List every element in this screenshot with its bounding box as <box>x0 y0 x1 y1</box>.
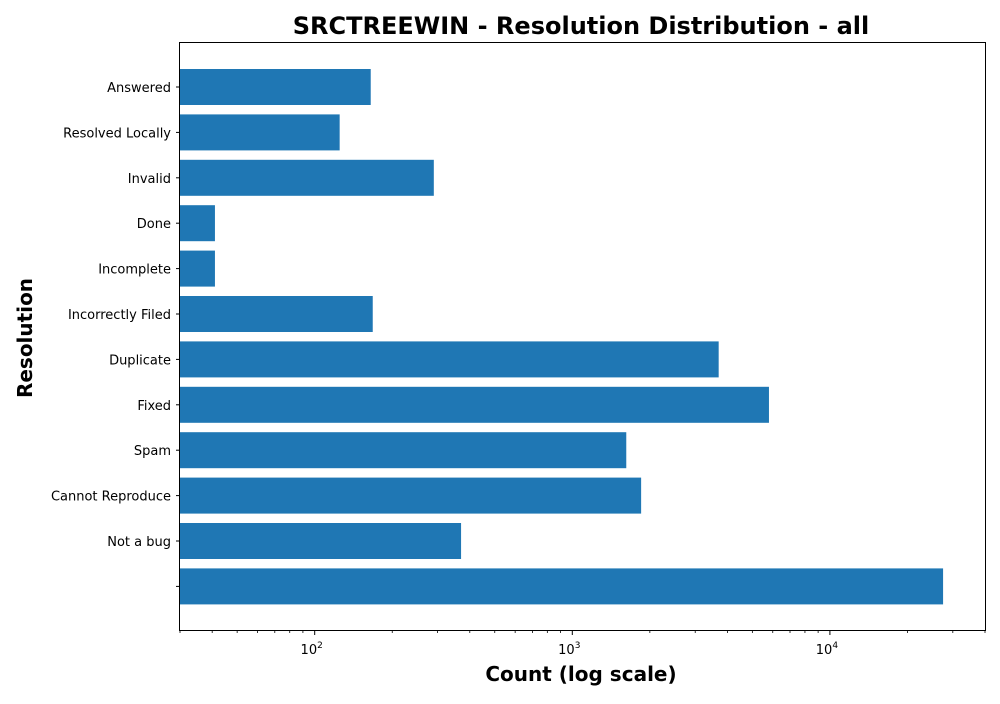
x-axis-label: Count (log scale) <box>485 662 676 686</box>
bar-fixed <box>180 386 769 423</box>
y-tick-label: Not a bug <box>107 535 171 550</box>
bar-done <box>180 205 215 242</box>
bar-unlabeled <box>180 568 944 605</box>
y-tick-label: Fixed <box>137 399 171 414</box>
y-axis-label: Resolution <box>13 278 37 398</box>
x-tick-label: 104 <box>816 641 839 658</box>
plot-frame <box>179 42 986 631</box>
bar-invalid <box>180 159 434 196</box>
bar-incorrectly-filed <box>180 296 373 332</box>
bar-duplicate <box>180 341 719 378</box>
bar-answered <box>180 69 371 105</box>
y-tick-label: Spam <box>134 444 171 459</box>
y-tick-label: Duplicate <box>109 353 171 368</box>
bars-layer <box>180 69 944 605</box>
bar-cannot-reproduce <box>180 477 642 514</box>
y-tick-label: Done <box>137 217 171 232</box>
y-tick-label: Incorrectly Filed <box>68 308 171 323</box>
y-tick-label: Incomplete <box>98 263 171 278</box>
y-axis-ticks: Answered Resolved Locally Invalid Done Incom… <box>51 81 180 587</box>
bar-spam <box>180 432 627 469</box>
y-tick-label: Answered <box>107 81 171 96</box>
bar-incomplete <box>180 250 215 287</box>
y-tick-label: Cannot Reproduce <box>51 490 171 505</box>
x-axis-ticks: 102 103 104 <box>179 630 986 658</box>
x-tick-label: 103 <box>558 641 580 658</box>
bar-not-a-bug <box>180 523 462 559</box>
chart-title: SRCTREEWIN - Resolution Distribution - a… <box>293 12 869 40</box>
y-tick-label: Invalid <box>128 172 171 187</box>
y-tick-label: Resolved Locally <box>63 126 171 141</box>
x-tick-label: 102 <box>301 641 323 658</box>
bar-resolved-locally <box>180 114 340 151</box>
